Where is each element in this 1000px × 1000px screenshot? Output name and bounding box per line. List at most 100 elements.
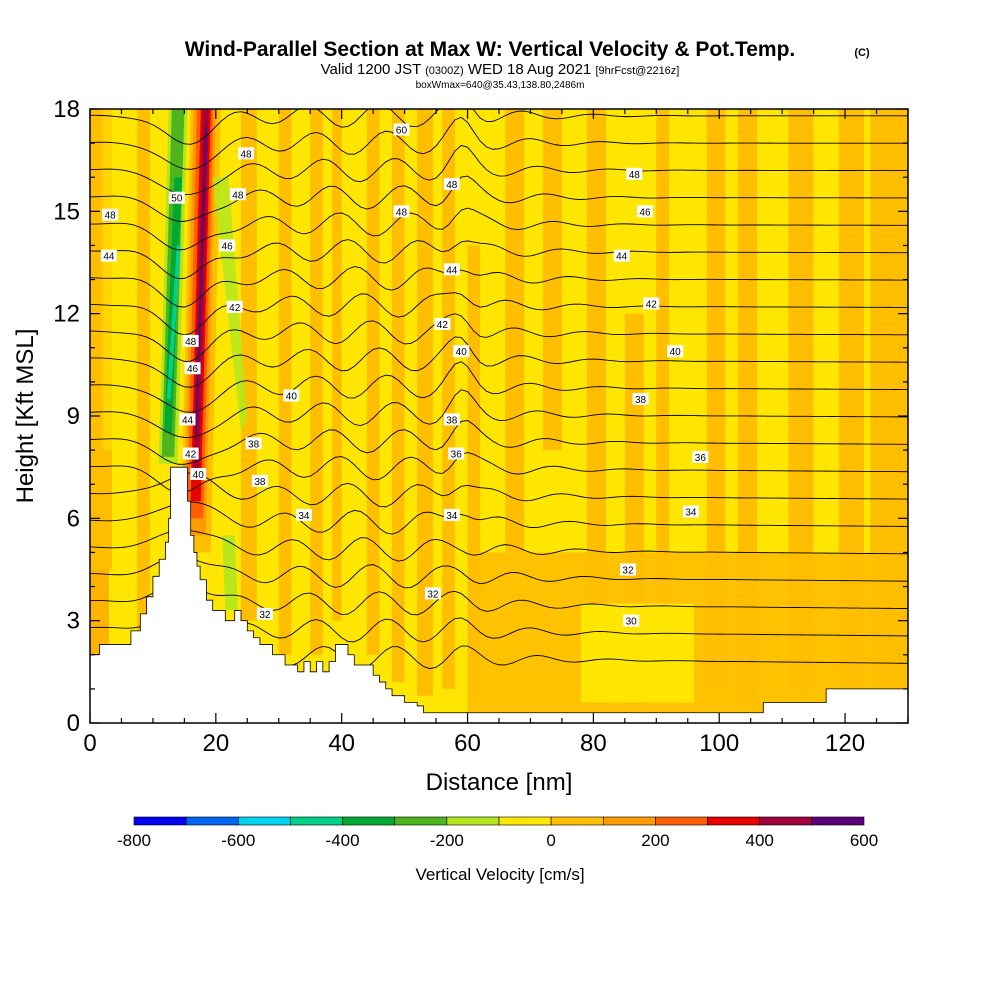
colorbar-swatch	[811, 816, 865, 826]
y-tick-label: 12	[53, 301, 80, 328]
contour-label-box	[443, 178, 460, 191]
contour-label: 40	[453, 345, 470, 358]
chart-subtitle: Valid 1200 JST (0300Z) WED 18 Aug 2021 […	[321, 61, 680, 78]
x-tick-label: 0	[83, 730, 96, 757]
contour-label-text: 48	[185, 337, 197, 348]
contour-label-box	[182, 334, 199, 347]
contour-label-text: 42	[229, 303, 241, 314]
contour-label-text: 48	[105, 211, 117, 222]
contour-label-text: 50	[171, 194, 183, 205]
colorbar-swatch	[655, 816, 708, 826]
contour-label-text: 40	[670, 347, 682, 358]
field-band	[90, 569, 109, 655]
contour-label-box	[393, 123, 410, 136]
contour-label-text: 38	[248, 439, 260, 450]
contour-label-text: 38	[635, 395, 647, 406]
theta-contour	[90, 175, 908, 222]
contour-label: 42	[434, 317, 451, 331]
subtitle-date: WED 18 Aug 2021	[468, 61, 591, 78]
velocity-field	[90, 109, 908, 713]
contour-label-box	[424, 587, 441, 600]
contour-label: 42	[182, 447, 199, 461]
contour-label: 34	[443, 508, 460, 522]
contour-label: 40	[667, 345, 684, 358]
contour-label-text: 46	[187, 364, 199, 375]
contour-label-text: 30	[626, 617, 638, 628]
subtitle-forecast: [9hrFcst@2216z]	[595, 65, 679, 77]
contour-label: 40	[283, 389, 300, 403]
colorbar-tick-label: 400	[746, 831, 774, 850]
contour-label-text: 44	[182, 415, 194, 426]
contour-label: 38	[251, 474, 268, 488]
contour-label: 32	[256, 607, 273, 621]
contour-label-box	[667, 345, 684, 358]
colorbar-tick-label: -200	[430, 831, 464, 850]
colorbar-swatch	[133, 816, 187, 826]
contour-label: 30	[623, 614, 640, 628]
contour-label-box	[229, 188, 246, 201]
chart-subtitle-box: boxWmax=640@35.43,138.80,2486m	[416, 80, 585, 91]
theta-contour	[90, 292, 908, 336]
contour-label-box	[226, 300, 243, 313]
x-tick-label: 120	[825, 730, 865, 757]
field-band	[442, 109, 455, 689]
x-tick-label: 60	[454, 730, 481, 757]
contour-label-box	[219, 239, 236, 252]
field-band	[278, 109, 292, 655]
contour-label: 44	[179, 413, 196, 426]
contour-label-text: 32	[259, 610, 271, 621]
field-band	[137, 109, 150, 655]
contour-label-text: 60	[396, 125, 408, 136]
field-band	[656, 109, 669, 655]
contour-label: 38	[245, 437, 262, 450]
contour-label-text: 48	[240, 149, 252, 160]
theta-contour	[90, 529, 908, 562]
theta-contour	[90, 266, 908, 308]
contour-label: 46	[184, 362, 201, 375]
field-band	[417, 109, 433, 696]
y-tick-label: 0	[67, 710, 80, 737]
contour-label-box	[182, 447, 199, 460]
contour-label: 36	[448, 447, 465, 461]
contour-label-box	[184, 362, 201, 375]
colorbar-swatch	[446, 816, 500, 826]
contour-label-text: 38	[254, 477, 266, 488]
contour-label-box	[251, 474, 268, 487]
contour-label-box	[643, 297, 660, 310]
theta-contour	[90, 501, 908, 535]
contour-label-box	[443, 508, 460, 521]
contour-label: 38	[632, 392, 649, 406]
contour-label-box	[100, 249, 117, 262]
contour-label-text: 34	[298, 511, 310, 522]
contour-label: 44	[100, 249, 117, 263]
colorbar-swatch	[550, 816, 604, 826]
theta-contour	[90, 452, 908, 494]
theta-contour	[90, 313, 908, 362]
terrain	[90, 466, 908, 723]
contour-label: 38	[443, 413, 460, 426]
contour-label-text: 40	[286, 392, 298, 403]
field-band	[102, 109, 135, 451]
theta-contour	[90, 555, 908, 589]
contour-label-box	[245, 437, 262, 450]
contour-label-box	[434, 317, 451, 330]
colorbar-swatch	[602, 816, 656, 826]
contour-label-box	[626, 167, 643, 180]
contour-label-box	[613, 249, 630, 262]
field-plume	[195, 126, 208, 434]
contour-label: 42	[226, 300, 243, 314]
contour-label-text: 48	[629, 170, 641, 181]
contour-label-box	[238, 147, 255, 160]
contour-label-box	[190, 467, 207, 480]
theta-contour	[90, 580, 908, 616]
x-axis-label: Distance [nm]	[426, 769, 573, 796]
contour-label-text: 42	[646, 299, 658, 310]
contour-label-text: 38	[446, 415, 458, 426]
contour-label-text: 42	[437, 320, 449, 331]
x-axis: 0 20 40 60 80 100 120	[83, 109, 909, 757]
field-plume	[166, 245, 181, 399]
field-band	[706, 109, 726, 689]
field-band	[505, 109, 525, 553]
field-band	[366, 109, 380, 655]
